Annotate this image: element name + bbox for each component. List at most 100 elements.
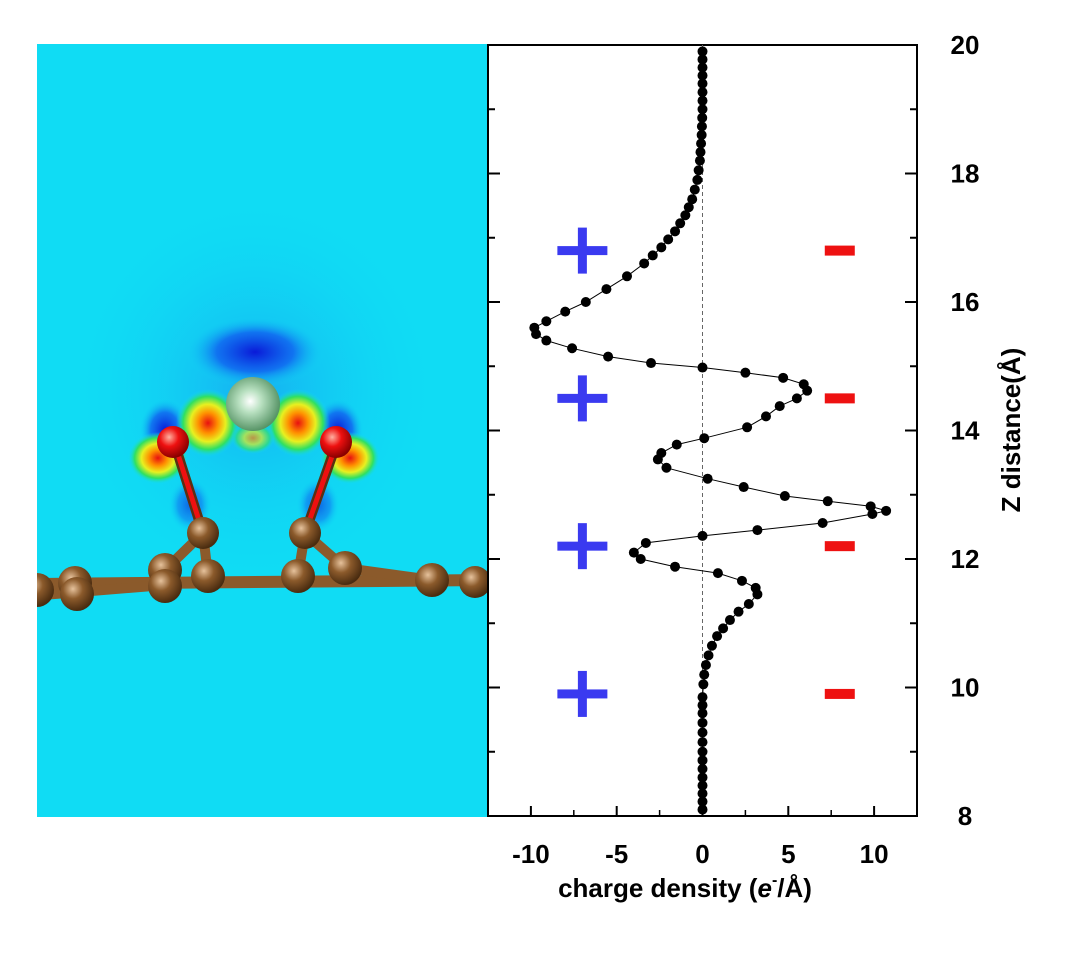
data-point — [699, 669, 710, 680]
data-point — [695, 147, 706, 158]
plus-sign-vertical — [577, 523, 587, 570]
data-point — [736, 575, 747, 586]
data-point — [541, 316, 552, 327]
carbon-atoms — [37, 517, 487, 611]
data-point — [689, 184, 700, 195]
data-point — [541, 335, 552, 346]
data-point — [692, 174, 703, 185]
sign-markers — [557, 227, 855, 717]
data-point — [774, 401, 785, 412]
data-points — [529, 46, 892, 815]
data-point — [567, 343, 578, 354]
data-point — [675, 218, 686, 229]
data-point — [663, 234, 674, 245]
y-tick-label: 20 — [951, 30, 980, 60]
data-point — [696, 121, 707, 132]
data-point — [646, 358, 657, 369]
data-point — [697, 95, 708, 106]
data-point — [670, 226, 681, 237]
minus-sign — [824, 541, 855, 552]
x-tick-label: -10 — [512, 839, 550, 869]
y-axis-label: Z distance(Å) — [996, 348, 1026, 513]
y-tick-label: 10 — [951, 673, 980, 703]
data-point — [697, 727, 708, 738]
data-point — [697, 78, 708, 89]
accumulation-lobe-right-metal — [266, 389, 330, 457]
data-point — [867, 509, 878, 520]
data-point — [683, 202, 694, 213]
data-point — [697, 54, 708, 65]
data-point — [647, 250, 658, 261]
data-point — [639, 258, 650, 269]
accumulation-glow-under-metal — [231, 422, 275, 454]
y-tick-label: 18 — [951, 159, 980, 189]
data-point — [697, 772, 708, 783]
data-point — [670, 561, 681, 572]
data-point — [779, 491, 790, 502]
data-point — [687, 194, 698, 205]
data-point — [601, 284, 612, 295]
depletion-region-top — [185, 316, 325, 388]
data-point — [697, 62, 708, 73]
data-point — [702, 473, 713, 484]
data-point — [697, 104, 708, 115]
y-tick-label: 12 — [951, 544, 980, 574]
data-point — [724, 615, 735, 626]
data-point — [760, 411, 771, 422]
data-point — [791, 393, 802, 404]
data-point — [865, 501, 876, 512]
data-point — [881, 505, 892, 516]
data-point — [712, 631, 723, 642]
data-point — [802, 385, 813, 396]
data-point — [697, 112, 708, 123]
data-point — [696, 129, 707, 140]
data-point — [697, 780, 708, 791]
data-point — [671, 439, 682, 450]
minus-sign — [824, 393, 855, 404]
data-point — [580, 297, 591, 307]
data-point — [560, 306, 571, 317]
data-point — [752, 525, 763, 536]
y-tick-label: 8 — [958, 801, 972, 831]
data-point — [697, 717, 708, 728]
data-point — [621, 271, 632, 282]
data-point — [742, 422, 753, 433]
data-point — [652, 454, 663, 465]
charge-density-plot: -10 -5 0 5 10 8 10 12 14 16 18 20 charge density (… — [487, 30, 1026, 903]
data-point — [697, 362, 708, 373]
data-point — [656, 242, 667, 253]
data-point — [740, 367, 751, 378]
data-point — [697, 530, 708, 541]
data-point — [697, 746, 708, 757]
data-point — [743, 598, 754, 609]
data-point — [718, 623, 729, 634]
x-tick-label: 0 — [695, 839, 709, 869]
charge-density-contour-image — [37, 44, 487, 817]
data-point — [693, 165, 704, 176]
data-point — [640, 537, 651, 548]
oxygen-atom-right — [320, 426, 352, 458]
minus-sign — [824, 688, 855, 699]
data-point — [778, 372, 789, 383]
oxygen-atom-left — [157, 426, 189, 458]
data-point — [822, 496, 833, 507]
data-point — [628, 547, 639, 558]
metal-atom — [226, 377, 280, 431]
data-point — [699, 433, 710, 444]
data-point — [738, 482, 749, 493]
data-point — [694, 155, 705, 166]
data-point — [697, 763, 708, 774]
data-point — [697, 788, 708, 799]
x-axis-label: charge density (e-/Å) — [558, 872, 812, 903]
plus-sign-vertical — [577, 670, 587, 717]
data-point — [697, 46, 708, 57]
data-point — [697, 708, 708, 719]
y-tick-label: 14 — [951, 416, 980, 446]
data-point — [697, 700, 708, 711]
y-tick-label: 16 — [951, 287, 980, 317]
x-tick-label: 5 — [781, 839, 795, 869]
data-point — [697, 796, 708, 807]
data-point — [817, 518, 828, 529]
plus-sign-vertical — [577, 227, 587, 274]
data-point — [752, 589, 763, 600]
